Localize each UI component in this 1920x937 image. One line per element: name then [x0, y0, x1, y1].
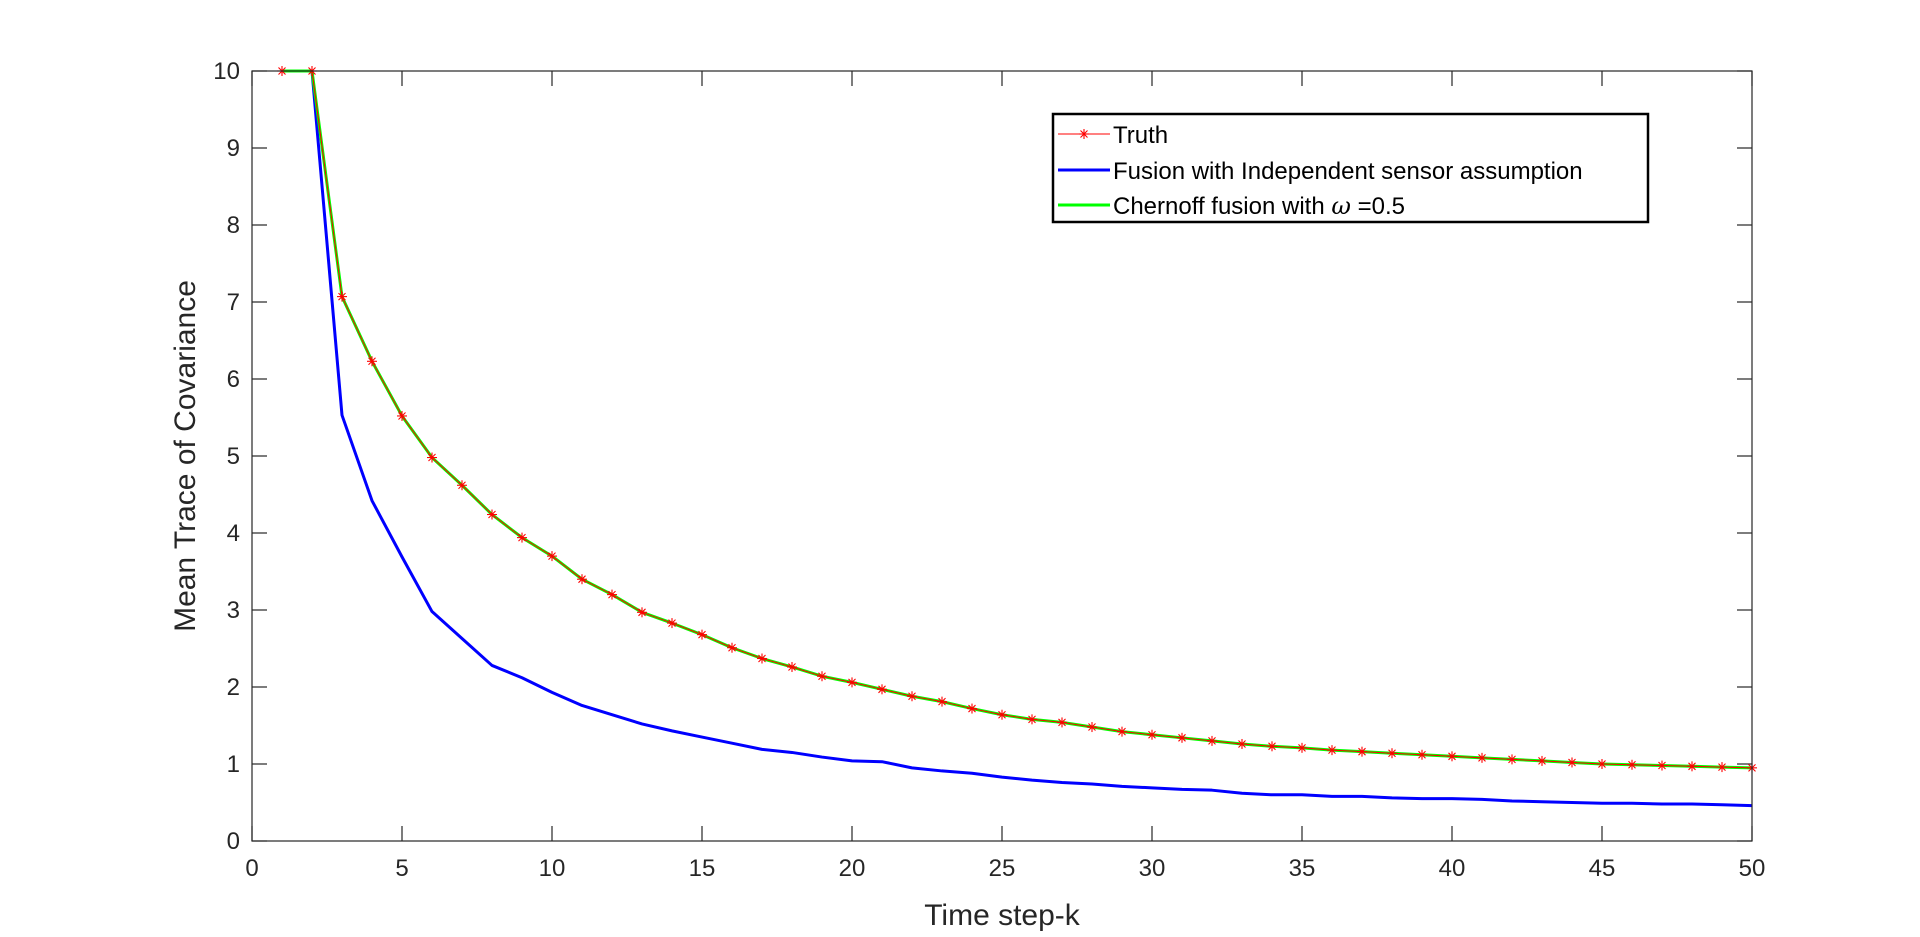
x-tick-label: 40: [1439, 855, 1466, 882]
asterisk-marker: [457, 480, 467, 491]
axes-box: [251, 70, 1753, 842]
y-tick-label: 9: [227, 135, 240, 162]
y-tick-label: 7: [227, 289, 240, 316]
y-tick-label: 0: [227, 828, 240, 855]
asterisk-marker: [1447, 751, 1457, 762]
asterisk-marker: [1387, 748, 1397, 759]
x-tick-label: 35: [1289, 855, 1316, 882]
y-axis-title: Mean Trace of Covariance: [169, 280, 202, 632]
y-tick-label: 8: [227, 212, 240, 239]
asterisk-marker: [1079, 129, 1089, 139]
asterisk-marker: [637, 607, 647, 618]
y-tick-label: 10: [213, 58, 240, 85]
y-tick-label: 5: [227, 443, 240, 470]
x-tick-label: 45: [1589, 855, 1616, 882]
asterisk-marker: [787, 661, 797, 672]
asterisk-marker: [727, 642, 737, 653]
legend-chernoff-symbol: ω: [1331, 192, 1351, 220]
y-tick-label: 1: [227, 751, 240, 778]
asterisk-marker: [697, 629, 707, 640]
legend-label-truth: Truth: [1113, 122, 1168, 149]
x-axis-title: Time step-k: [924, 899, 1081, 932]
asterisk-marker: [1507, 754, 1517, 765]
asterisk-marker: [517, 532, 527, 543]
asterisk-marker: [667, 618, 677, 629]
asterisk-marker: [907, 691, 917, 702]
x-tick-label: 10: [539, 855, 566, 882]
asterisk-marker: [367, 356, 377, 367]
asterisk-marker: [1297, 742, 1307, 753]
legend-chernoff-prefix: Chernoff fusion with: [1113, 193, 1331, 220]
x-tick-label: 0: [245, 855, 258, 882]
x-tick-label: 15: [689, 855, 716, 882]
legend-label-chernoff: Chernoff fusion with ω =0.5: [1113, 192, 1405, 220]
y-tick-label: 3: [227, 597, 240, 624]
asterisk-marker: [1537, 755, 1547, 766]
asterisk-marker: [1027, 714, 1037, 725]
asterisk-marker: [1477, 752, 1487, 763]
asterisk-marker: [1357, 746, 1367, 757]
asterisk-marker: [937, 696, 947, 707]
x-tick-label: 50: [1739, 855, 1766, 882]
asterisk-marker: [427, 452, 437, 463]
asterisk-marker: [1117, 726, 1127, 737]
asterisk-marker: [817, 671, 827, 682]
legend-label-independent: Fusion with Independent sensor assumptio…: [1113, 158, 1583, 185]
asterisk-marker: [757, 653, 767, 664]
asterisk-marker: [577, 574, 587, 585]
asterisk-marker: [1267, 741, 1277, 752]
asterisk-marker: [1207, 735, 1217, 746]
asterisk-marker: [1087, 722, 1097, 733]
x-tick-label: 5: [395, 855, 408, 882]
y-tick-label: 2: [227, 674, 240, 701]
x-tick-label: 30: [1139, 855, 1166, 882]
asterisk-marker: [847, 677, 857, 688]
asterisk-marker: [1147, 729, 1157, 740]
asterisk-marker: [547, 551, 557, 562]
series-markers: [277, 66, 1757, 773]
asterisk-marker: [607, 589, 617, 600]
asterisk-marker: [1687, 761, 1697, 772]
asterisk-marker: [1237, 738, 1247, 749]
legend-marker-truth: [1079, 129, 1089, 139]
asterisk-marker: [397, 410, 407, 421]
asterisk-marker: [1717, 762, 1727, 773]
asterisk-marker: [1567, 757, 1577, 768]
x-tick-label: 25: [989, 855, 1016, 882]
asterisk-marker: [1177, 732, 1187, 743]
asterisk-marker: [1417, 749, 1427, 760]
asterisk-marker: [337, 291, 347, 302]
series-line-1: [282, 69, 1753, 808]
legend: Truth Fusion with Independent sensor ass…: [1051, 112, 1650, 224]
asterisk-marker: [1597, 759, 1607, 769]
asterisk-marker: [1627, 759, 1637, 770]
asterisk-marker: [1057, 717, 1067, 728]
y-tick-label: 4: [227, 520, 240, 547]
asterisk-marker: [997, 709, 1007, 720]
asterisk-marker: [487, 509, 497, 520]
asterisk-marker: [967, 703, 977, 714]
y-tick-label: 6: [227, 366, 240, 393]
legend-chernoff-suffix: =0.5: [1351, 193, 1405, 220]
legend-box: [1051, 112, 1650, 224]
asterisk-marker: [877, 684, 887, 695]
x-tick-label: 20: [839, 855, 866, 882]
asterisk-marker: [1327, 745, 1337, 756]
asterisk-marker: [1657, 760, 1667, 771]
